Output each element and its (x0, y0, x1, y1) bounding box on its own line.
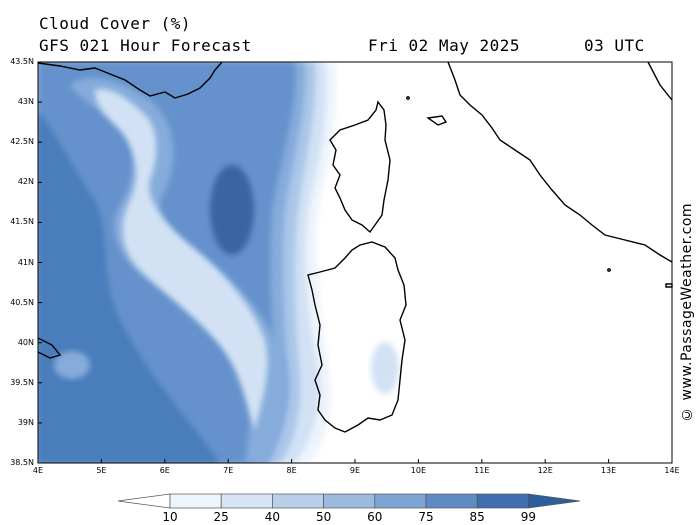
forecast-subtitle: GFS 021 Hour Forecast (39, 36, 252, 55)
colorbar (117, 493, 581, 509)
lat-label: 41.5N (10, 217, 34, 227)
island-ustica (607, 268, 611, 272)
coastline-corsica (329, 100, 391, 234)
lat-label: 39.5N (10, 377, 34, 387)
coastline-balearic (37, 337, 62, 359)
colorbar-label: 25 (213, 510, 229, 524)
colorbar-label: 99 (520, 510, 537, 524)
lat-label: 42N (17, 177, 34, 187)
colorbar-min-arrow (117, 493, 171, 509)
colorbar-bin (169, 493, 222, 509)
colorbar-bin (425, 493, 478, 509)
coastline-italy-north (647, 61, 673, 101)
lat-label: 42.5N (10, 137, 34, 147)
colorbar-bin (476, 493, 529, 509)
islet (406, 96, 410, 100)
forecast-date: Fri 02 May 2025 (368, 36, 520, 55)
colorbar-max-arrow (528, 493, 581, 509)
lat-label: 39N (17, 417, 34, 427)
colorbar-bin (323, 493, 376, 509)
colorbar-label: 60 (367, 510, 383, 524)
light-cloud-lobe (54, 351, 90, 379)
colorbar-bin (374, 493, 427, 509)
colorbar-label: 40 (264, 510, 281, 524)
credit-watermark: © www.PassageWeather.com (679, 202, 695, 422)
colorbar-label: 75 (418, 510, 434, 524)
cloud-cover-field (38, 62, 672, 463)
colorbar-bin (272, 493, 324, 509)
coastline-elba (426, 115, 448, 126)
forecast-time: 03 UTC (584, 36, 645, 55)
coastlines (37, 61, 673, 433)
colorbar-label: 85 (469, 510, 485, 524)
colorbar-bin (220, 493, 273, 509)
lon-label: 10E (410, 466, 426, 475)
lon-label: 12E (537, 466, 553, 475)
colorbar-label: 50 (315, 510, 332, 524)
coastline-italy (447, 61, 673, 263)
lat-label: 43N (17, 97, 34, 107)
dense-cloud-lobe (210, 165, 254, 255)
lon-label: 13E (600, 466, 617, 475)
lat-label: 38.5N (10, 458, 34, 467)
lon-label: 4E (32, 466, 44, 475)
coastline-france (37, 61, 223, 99)
lon-label: 9E (349, 466, 361, 475)
pale-streak-core (95, 89, 268, 431)
axis-ticks (37, 61, 673, 464)
coastline-sardinia (307, 241, 407, 433)
light-cloud-patch-sardinia (371, 342, 399, 394)
lon-label: 5E (96, 466, 107, 475)
lon-label: 7E (223, 466, 234, 475)
map-title: Cloud Cover (%) (39, 14, 191, 33)
lat-label: 43.5N (10, 57, 34, 66)
lon-label: 6E (159, 466, 170, 475)
lat-label: 40N (17, 337, 34, 347)
lat-label: 40.5N (10, 297, 34, 307)
lon-label: 8E (286, 466, 297, 475)
lon-label: 14E (664, 466, 680, 475)
lat-label: 41N (17, 257, 34, 267)
lon-label: 11E (474, 466, 490, 475)
colorbar-label: 10 (162, 510, 178, 524)
